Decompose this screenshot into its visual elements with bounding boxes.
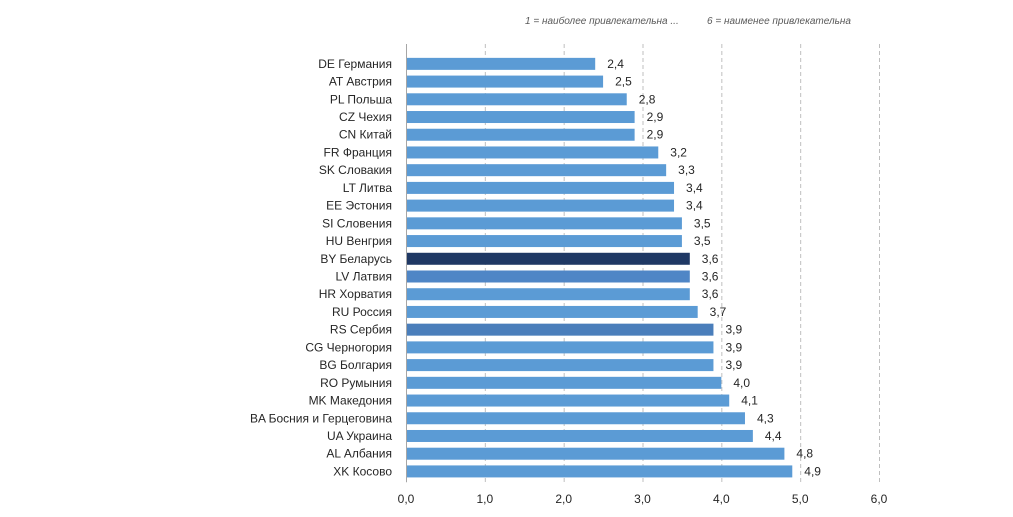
data-label: 4,0 [733, 376, 750, 390]
bar [407, 164, 667, 177]
bar [407, 75, 604, 88]
bar [407, 252, 690, 265]
bar [407, 447, 785, 460]
data-label: 3,6 [702, 270, 719, 284]
category-label: LT Литва [343, 181, 393, 195]
x-tick-label: 0,0 [398, 492, 415, 506]
category-label: EE Эстония [326, 199, 392, 213]
bar [407, 341, 714, 354]
category-label: RS Сербия [330, 323, 392, 337]
bar [407, 128, 635, 141]
category-label: BG Болгария [319, 358, 392, 372]
bar [407, 323, 714, 336]
category-label: CN Китай [339, 128, 392, 142]
data-label: 2,5 [615, 75, 632, 89]
data-label: 3,9 [725, 340, 742, 354]
category-label: RO Румыния [320, 376, 392, 390]
data-label: 3,2 [670, 145, 687, 159]
bar [407, 199, 675, 212]
bar [407, 111, 635, 124]
category-label: AL Албания [326, 447, 392, 461]
scale-note-left: 1 = наиболее привлекательна ... [525, 16, 679, 27]
x-tick-label: 3,0 [634, 492, 651, 506]
category-label: CZ Чехия [339, 110, 392, 124]
x-tick-label: 2,0 [555, 492, 572, 506]
data-label: 3,3 [678, 163, 695, 177]
category-label: SI Словения [322, 216, 392, 230]
data-label: 3,6 [702, 252, 719, 266]
category-label: BY Беларусь [320, 252, 392, 266]
category-label: SK Словакия [319, 163, 392, 177]
data-label: 3,9 [725, 358, 742, 372]
bar [407, 235, 682, 248]
data-label: 2,4 [607, 57, 624, 71]
bar [407, 359, 714, 372]
data-label: 4,1 [741, 394, 758, 408]
bar [407, 57, 596, 70]
data-label: 2,9 [647, 110, 664, 124]
x-tick-label: 6,0 [871, 492, 888, 506]
category-label: CG Черногория [305, 340, 392, 354]
bar [407, 412, 745, 425]
category-label: XK Косово [333, 464, 392, 478]
data-label: 3,5 [694, 234, 711, 248]
bar [407, 146, 659, 159]
category-label: UA Украина [327, 429, 392, 443]
x-tick-label: 4,0 [713, 492, 730, 506]
data-label: 2,8 [639, 92, 656, 106]
category-label: PL Польша [330, 92, 392, 106]
data-label: 2,9 [647, 128, 664, 142]
bar [407, 305, 698, 318]
bar [407, 288, 690, 301]
category-label: RU Россия [332, 305, 392, 319]
bar [407, 270, 690, 283]
data-label: 3,7 [710, 305, 727, 319]
category-label: MK Македония [309, 394, 392, 408]
data-label: 4,4 [765, 429, 782, 443]
category-label: BA Босния и Герцеговина [250, 411, 392, 425]
category-label: AT Австрия [329, 75, 392, 89]
data-label: 4,8 [796, 447, 813, 461]
category-label: DE Германия [318, 57, 392, 71]
data-label: 3,6 [702, 287, 719, 301]
x-tick-label: 5,0 [792, 492, 809, 506]
data-label: 3,4 [686, 199, 703, 213]
bar [407, 181, 675, 194]
category-label: HR Хорватия [319, 287, 392, 301]
scale-note-right: 6 = наименее привлекательна [707, 16, 851, 27]
data-label: 3,9 [725, 323, 742, 337]
data-label: 3,4 [686, 181, 703, 195]
category-label: HU Венгрия [326, 234, 392, 248]
category-label: FR Франция [323, 145, 392, 159]
bar [407, 465, 793, 478]
bar [407, 429, 753, 442]
bar [407, 376, 722, 389]
data-label: 4,3 [757, 411, 774, 425]
bar [407, 394, 730, 407]
bar [407, 93, 627, 106]
data-label: 4,9 [804, 464, 821, 478]
bar [407, 217, 682, 230]
category-label: LV Латвия [336, 270, 392, 284]
x-tick-label: 1,0 [476, 492, 493, 506]
data-label: 3,5 [694, 216, 711, 230]
